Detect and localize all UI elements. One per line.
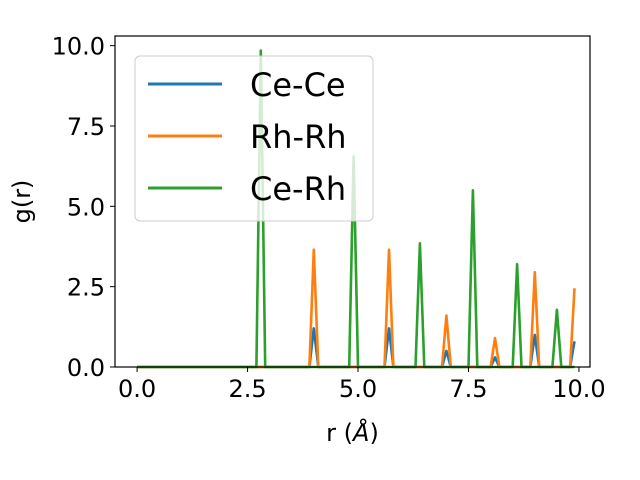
series-line-rh-rh xyxy=(137,248,576,369)
x-tick-label: 2.5 xyxy=(228,375,266,403)
plot-frame xyxy=(114,35,591,368)
x-tick-label: 5.0 xyxy=(339,375,377,403)
y-tick-label: 10.0 xyxy=(52,33,105,61)
y-tick-label: 7.5 xyxy=(67,113,105,141)
y-tick-label: 0.0 xyxy=(67,354,105,382)
x-tick-label: 7.5 xyxy=(449,375,487,403)
y-tick-label: 2.5 xyxy=(67,274,105,302)
legend: Ce-Ce Rh-Rh Ce-Rh xyxy=(134,55,374,222)
ticks-layer: 0.0 2.5 5.0 7.5 10.0 0.0 2.5 5.0 7.5 10.0 xyxy=(52,33,606,403)
legend-label-rh-rh: Rh-Rh xyxy=(250,118,347,156)
x-tick-label: 0.0 xyxy=(118,375,156,403)
y-axis-label: g(r) xyxy=(8,180,36,224)
series-line-ce-ce xyxy=(137,327,576,369)
y-tick-label: 5.0 xyxy=(67,193,105,221)
legend-box xyxy=(134,55,374,222)
legend-label-ce-ce: Ce-Ce xyxy=(250,66,346,104)
x-tick-label: 10.0 xyxy=(552,375,605,403)
legend-label-ce-rh: Ce-Rh xyxy=(250,170,346,208)
x-axis-label: r (Å) xyxy=(326,418,379,447)
